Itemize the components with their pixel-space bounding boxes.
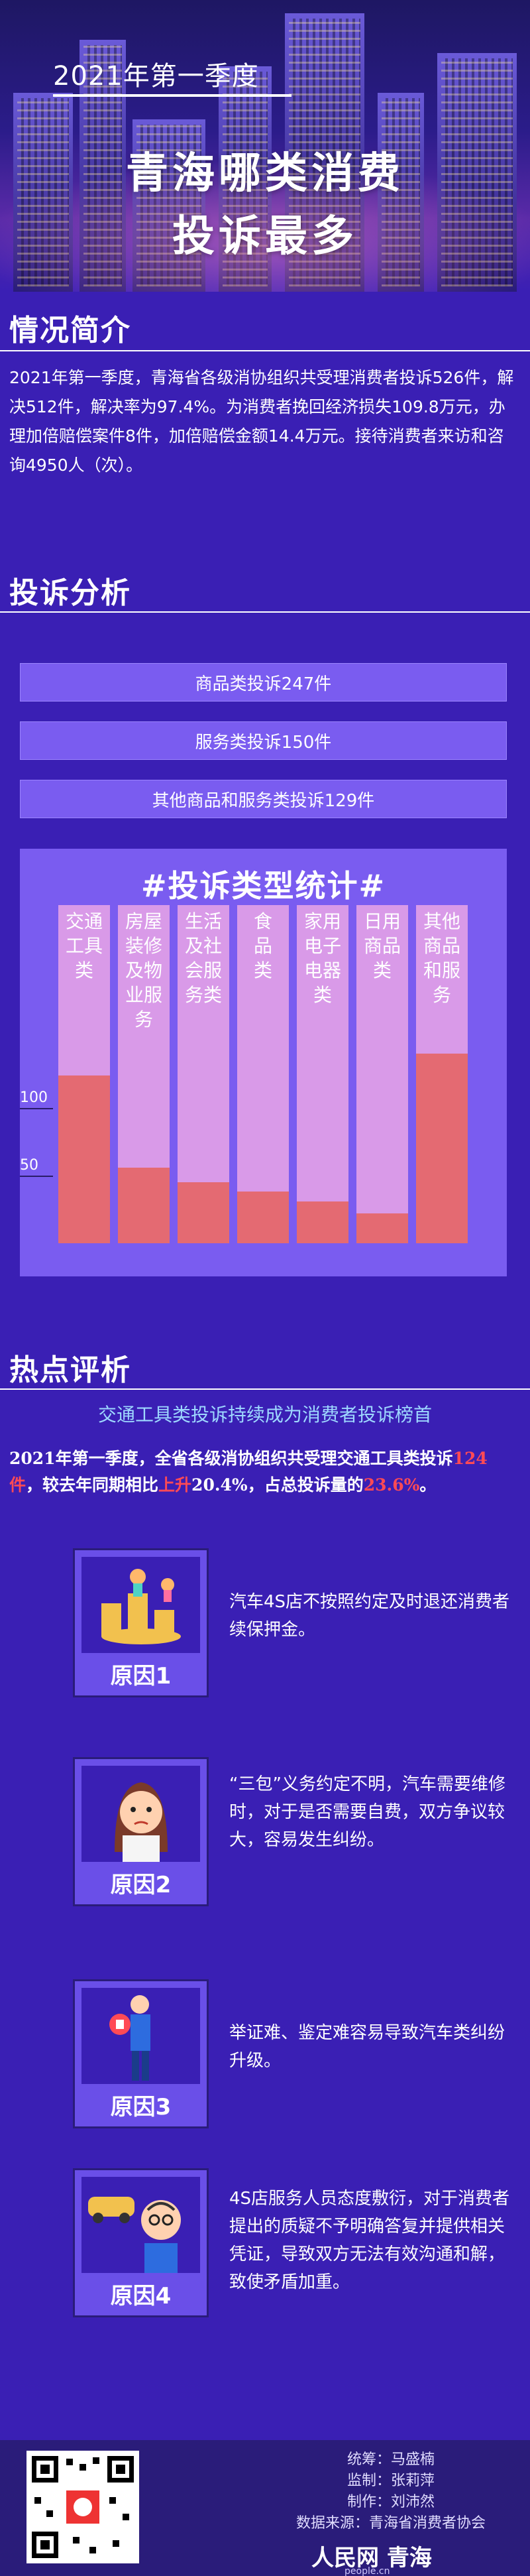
reason-card-3: 原因3	[73, 1979, 209, 2128]
intro-heading: 情况简介	[9, 314, 131, 347]
building	[378, 93, 424, 292]
hot-heading: 热点评析	[9, 1353, 131, 1387]
hot-divider	[0, 1388, 530, 1390]
reason-label-4: 原因4	[110, 2283, 172, 2309]
chart-column: 家用 电子 电器类	[297, 905, 348, 1243]
credits: 统筹：马盛楠 监制：张莉萍 制作：刘沛然 数据来源：青海省消费者协会	[265, 2449, 517, 2534]
credit-coordinator: 统筹：马盛楠	[346, 2451, 435, 2468]
credit-source: 数据来源：青海省消费者协会	[295, 2515, 486, 2532]
chart-category-label: 房屋 装修 及物 业服务	[125, 910, 162, 1030]
hot-text-4: 。	[419, 1475, 437, 1495]
hot-text-3: 20.4%，占总投诉量的	[191, 1475, 364, 1495]
qr-code[interactable]	[26, 2451, 139, 2563]
reason-text-2: “三包”义务约定不明，汽车需要维修时，对于是否需要自费，双方争议较大，容易发生纠…	[229, 1774, 505, 1850]
hot-share: 23.6%	[363, 1475, 420, 1495]
intro-divider	[0, 350, 530, 351]
chart-column: 日用 商品类	[356, 905, 408, 1243]
chart-bar	[237, 1192, 289, 1243]
chart-bar	[356, 1213, 408, 1243]
hero-banner: 2021年第一季度 青海哪类消费 投诉最多	[0, 0, 530, 292]
reason-text-4: 4S店服务人员态度敷衍，对于消费者提出的质疑不予明确答复并提供相关凭证，导致双方…	[229, 2189, 510, 2292]
building	[219, 66, 272, 292]
reason-card-1: 原因1	[73, 1548, 209, 1697]
hot-text-1: 2021年第一季度，全省各级消协组织共受理交通工具类投诉	[9, 1449, 453, 1468]
chart-category-label: 其他 商品 和服务	[423, 910, 460, 1006]
season-underline	[53, 94, 292, 97]
building	[80, 40, 126, 292]
analysis-divider	[0, 611, 530, 613]
goods-complaint-bar: 商品类投诉247件	[20, 663, 507, 702]
chart-column: 其他 商品 和服务	[416, 905, 468, 1243]
coins-illustration	[81, 1557, 200, 1653]
man-with-sign-illustration	[81, 1988, 200, 2084]
chart-column: 生活 及社 会服 务类	[178, 905, 229, 1243]
chart-column: 交通 工具类	[58, 905, 110, 1243]
chart-category-label: 食品类	[253, 910, 272, 981]
building	[13, 93, 73, 292]
reason-text-1: 汽车4S店不按照约定及时退还消费者续保押金。	[229, 1592, 510, 1640]
intro-text: 2021年第一季度，青海省各级消协组织共受理消费者投诉526件，解决512件，解…	[9, 368, 514, 475]
reason-card-4: 原因4	[73, 2168, 209, 2317]
reason-label-2: 原因2	[110, 1872, 172, 1898]
hot-paragraph: 2021年第一季度，全省各级消协组织共受理交通工具类投诉124件，较去年同期相比…	[9, 1445, 519, 1499]
worried-woman-illustration	[81, 1766, 200, 1862]
chart-column: 房屋 装修 及物 业服务	[118, 905, 170, 1243]
chart-bar	[297, 1201, 348, 1243]
chart-category-label: 日用 商品类	[363, 910, 401, 981]
y-tick-label: 50	[20, 1157, 38, 1174]
y-tick-line	[20, 1176, 53, 1177]
chart-bar	[416, 1054, 468, 1243]
building	[285, 13, 364, 292]
credit-producer: 制作：刘沛然	[346, 2494, 435, 2510]
y-tick-label: 100	[20, 1089, 48, 1106]
hot-text-2: ，较去年同期相比	[26, 1475, 159, 1495]
building	[132, 119, 205, 292]
reason-card-2: 原因2	[73, 1757, 209, 1906]
chart-category-label: 家用 电子 电器类	[303, 910, 341, 1006]
other-complaint-bar: 其他商品和服务类投诉129件	[20, 780, 507, 818]
reason-label-3: 原因3	[110, 2094, 172, 2120]
chart-column: 食品类	[237, 905, 289, 1243]
season-label: 2021年第一季度	[53, 61, 259, 92]
hot-count: 124件	[9, 1449, 488, 1495]
chart-category-label: 生活 及社 会服 务类	[184, 910, 222, 1006]
reason-label-1: 原因1	[110, 1663, 172, 1689]
complaint-type-chart: #投诉类型统计# 交通 工具类房屋 装修 及物 业服务生活 及社 会服 务类 食品类 家用 电子 电器…	[20, 849, 507, 1276]
hero-title-line2: 投诉最多	[172, 212, 358, 261]
brand-logo: 人民网 青海	[311, 2545, 432, 2571]
chart-category-label: 交通 工具类	[65, 910, 103, 981]
chart-bar	[118, 1168, 170, 1243]
chart-bar	[178, 1182, 229, 1243]
city-glow	[0, 159, 530, 292]
footer: 统筹：马盛楠 监制：张莉萍 制作：刘沛然 数据来源：青海省消费者协会 人民网 青…	[0, 2440, 530, 2576]
hero-title-line1: 青海哪类消费	[126, 149, 404, 198]
credit-supervisor: 监制：张莉萍	[346, 2473, 435, 2489]
y-tick-line	[20, 1108, 53, 1109]
brand-url: people.cn	[344, 2566, 390, 2576]
angry-customer-illustration	[81, 2177, 200, 2273]
chart-bar	[58, 1075, 110, 1243]
hot-up: 上升	[158, 1475, 192, 1495]
building	[437, 53, 517, 292]
hot-subtitle: 交通工具类投诉持续成为消费者投诉榜首	[97, 1404, 432, 1426]
reason-text-3: 举证难、鉴定难容易导致汽车类纠纷升级。	[229, 2023, 505, 2071]
analysis-heading: 投诉分析	[9, 576, 131, 610]
service-complaint-bar: 服务类投诉150件	[20, 721, 507, 760]
chart-title: #投诉类型统计#	[140, 868, 386, 904]
